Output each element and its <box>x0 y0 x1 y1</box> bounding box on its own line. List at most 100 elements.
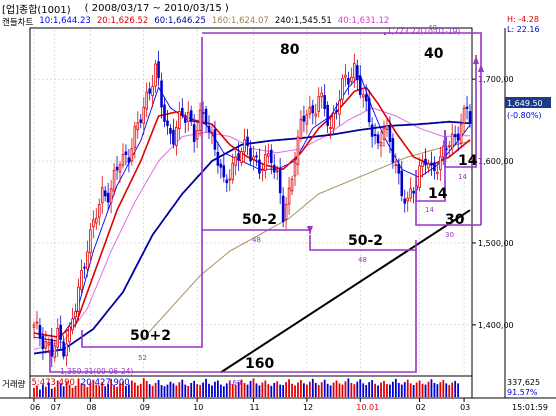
candle-body <box>252 156 255 160</box>
candle-body <box>148 88 151 94</box>
volume-bar <box>231 384 234 397</box>
volume-bar <box>62 386 65 397</box>
volume-bar <box>187 385 190 397</box>
candle-body <box>65 343 68 357</box>
volume-bar <box>273 382 276 397</box>
volume-bar <box>116 386 118 397</box>
volume-bar <box>400 384 403 397</box>
volume-bar <box>374 383 376 397</box>
y-tick-label: 1,600,00 <box>478 157 514 166</box>
volume-bar <box>442 380 445 397</box>
candle-body <box>172 129 175 145</box>
candle-body <box>118 164 122 173</box>
volume-bar <box>424 384 427 397</box>
candle-body <box>299 118 303 139</box>
label-80: 80 <box>280 42 300 58</box>
label-14-a: 14 <box>428 186 448 202</box>
volume-bar <box>160 385 163 397</box>
candle-body <box>59 324 62 340</box>
volume-bar <box>353 384 356 397</box>
cycle-box-160 <box>49 250 417 373</box>
volume-bar <box>445 383 448 397</box>
candle-body <box>462 107 466 124</box>
candle-body <box>347 77 350 85</box>
candle-body <box>243 139 246 153</box>
legend-ma160: 160:1,624.07 <box>211 16 269 26</box>
volume-bar <box>332 382 335 397</box>
volume-bar <box>33 387 35 397</box>
volume-bar <box>36 385 38 397</box>
volume-bar <box>335 380 338 397</box>
volume-bar <box>181 379 184 397</box>
x-tick-label: 12 <box>303 403 313 412</box>
ma10-line <box>33 74 471 342</box>
candle-body <box>83 266 86 269</box>
volume-bar <box>276 381 279 397</box>
candle-body <box>47 341 51 345</box>
volume-bars <box>33 378 460 397</box>
candle-body <box>231 162 235 180</box>
trendline <box>220 209 471 374</box>
candle-body <box>433 162 436 171</box>
legend-ma20: 20:1,626.52 <box>96 16 149 26</box>
candle-body <box>412 190 415 194</box>
candle-body <box>219 163 223 168</box>
volume-bar <box>303 383 305 397</box>
volume-bar <box>130 380 133 397</box>
count-48-a: 48 <box>252 236 261 244</box>
volume-bar <box>113 385 115 397</box>
candle-body <box>92 219 95 228</box>
volume-bar <box>175 385 178 397</box>
candle-body <box>222 165 226 178</box>
candle-body <box>456 133 460 141</box>
volume-bar <box>448 385 451 397</box>
legend-vol20: 20:427,900 <box>80 378 130 388</box>
candle-body <box>361 94 365 98</box>
volume-bar <box>409 383 412 397</box>
candle-body <box>192 124 196 142</box>
volume-bar <box>50 388 53 397</box>
candle-body <box>249 148 252 162</box>
volume-bar <box>403 382 406 397</box>
legend-vol5: 5:473,490 <box>31 378 75 388</box>
label-50-2-b: 50-2 <box>348 233 383 249</box>
volume-bar <box>222 386 225 397</box>
candle-body <box>317 96 321 112</box>
volume-bar <box>178 382 181 397</box>
volume-bar <box>98 385 101 397</box>
candle-body <box>332 113 335 129</box>
candle-body <box>341 78 344 100</box>
volume-bar <box>68 384 71 397</box>
volume-bar <box>208 383 210 397</box>
rising-trendline <box>220 209 471 374</box>
volume-bar <box>151 385 154 397</box>
current-price-box <box>505 97 551 108</box>
candlesticks <box>32 50 472 368</box>
candle-body <box>121 154 125 166</box>
current-price: 1,649.50 <box>507 99 543 108</box>
legend-ma60: 60:1,646.25 <box>154 16 206 26</box>
volume-bar <box>418 380 421 397</box>
chart-header: [업]종합(1001) ( 2008/03/17 ~ 2010/03/15 ) <box>2 1 229 16</box>
candle-body <box>151 85 154 97</box>
x-tick-label: 02 <box>416 403 426 412</box>
volume-bar <box>107 384 110 397</box>
candle-body <box>50 338 54 357</box>
volume-bar <box>338 383 341 397</box>
ma60-line <box>33 120 471 355</box>
candle-body <box>338 100 341 115</box>
volume-bar <box>86 387 89 397</box>
candle-body <box>385 125 389 130</box>
arrow-down-50-2 <box>307 226 313 234</box>
volume-bar <box>356 381 359 397</box>
candle-body <box>267 152 270 157</box>
volume-bar <box>74 385 77 397</box>
candle-body <box>71 318 74 331</box>
cycle-box-40 <box>384 32 482 225</box>
candle-body <box>320 92 323 98</box>
candle-body <box>281 195 285 223</box>
candle-body <box>314 113 318 117</box>
candle-body <box>204 108 208 125</box>
candle-body <box>290 178 294 192</box>
volume-bar <box>193 380 196 397</box>
